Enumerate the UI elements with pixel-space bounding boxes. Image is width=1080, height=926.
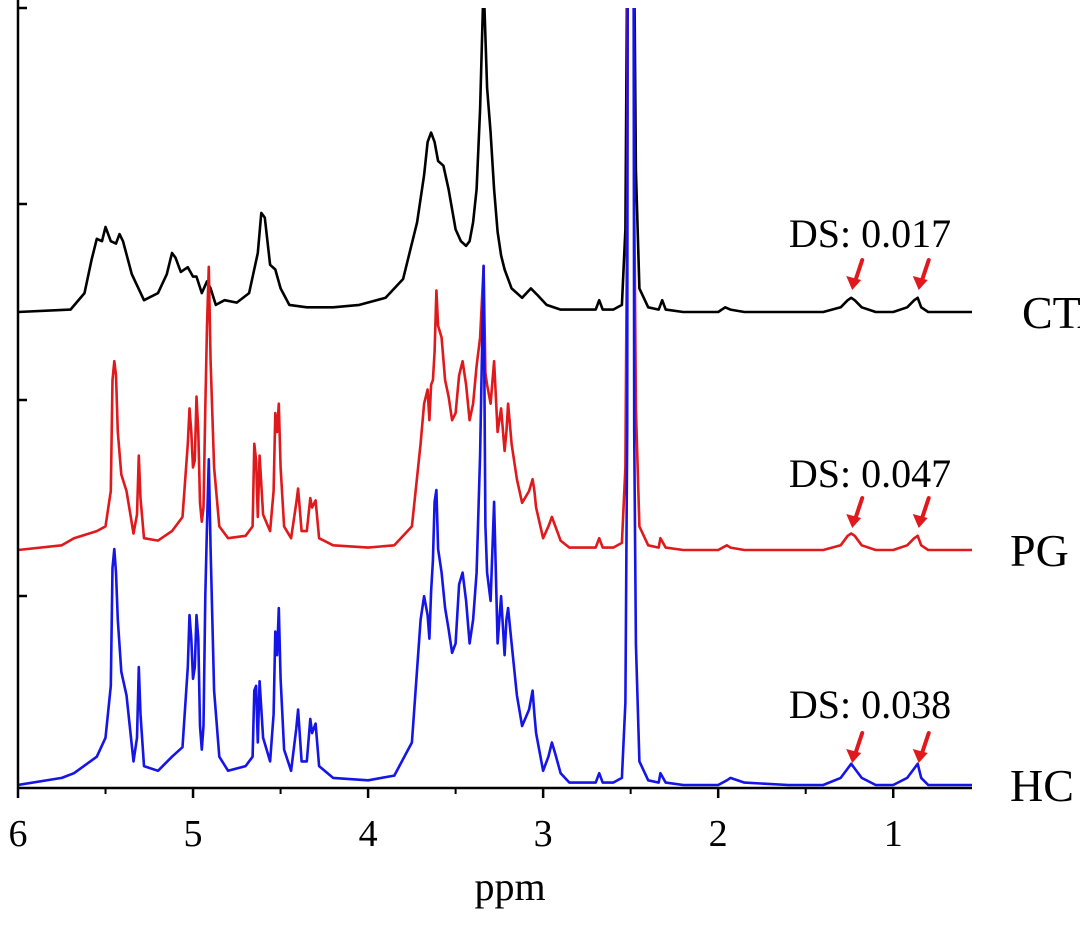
red-arrow-head-hc-1 — [912, 749, 928, 763]
x-tick-label-4: 4 — [359, 813, 378, 855]
red-arrow-shaft-hc-1 — [919, 731, 931, 756]
x-tick-label-2: 2 — [709, 813, 728, 855]
series-line-pg — [18, 8, 972, 552]
red-arrow-shaft-cta-0 — [853, 258, 865, 283]
red-arrow-head-pg-1 — [912, 514, 928, 528]
red-arrow-shaft-hc-0 — [853, 731, 865, 756]
series-line-cta — [18, 8, 972, 314]
series-line-hc — [18, 8, 972, 787]
series-label-hc: HC — [1010, 760, 1074, 811]
series-label-cta: CTA — [1022, 287, 1080, 338]
ds-label-pg: DS: 0.047 — [789, 451, 951, 496]
x-tick-label-1: 1 — [884, 813, 903, 855]
red-arrow-head-hc-0 — [846, 749, 862, 763]
series-label-pg: PG — [1010, 525, 1069, 576]
ds-label-hc: DS: 0.038 — [789, 682, 951, 727]
x-tick-label-6: 6 — [9, 813, 28, 855]
x-tick-label-3: 3 — [534, 813, 553, 855]
red-arrow-head-cta-0 — [846, 276, 862, 290]
red-arrow-shaft-pg-1 — [919, 496, 931, 521]
series-group — [18, 8, 972, 787]
x-axis-title: ppm — [474, 864, 545, 909]
red-arrow-shaft-pg-0 — [853, 496, 865, 521]
ds-label-cta: DS: 0.017 — [789, 211, 951, 256]
red-arrow-head-pg-0 — [846, 514, 862, 528]
red-arrow-shaft-cta-1 — [919, 258, 931, 283]
x-tick-label-5: 5 — [184, 813, 203, 855]
red-arrow-head-cta-1 — [912, 276, 928, 290]
